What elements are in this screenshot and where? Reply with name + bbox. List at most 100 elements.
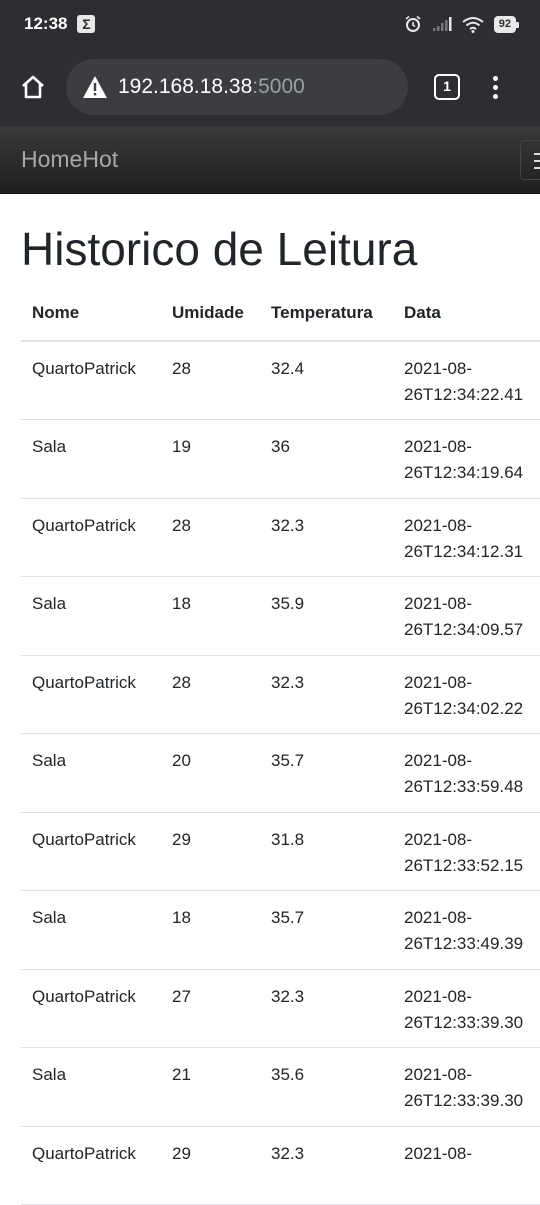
- page-title: Historico de Leitura: [21, 223, 418, 275]
- cell-umidade: 21: [161, 1047, 260, 1127]
- navbar-brand[interactable]: HomeHot: [21, 146, 119, 172]
- table-header-row: Nome Umidade Temperatura Data: [21, 286, 540, 342]
- cell-temperatura: 35.6: [260, 1047, 393, 1127]
- cell-temperatura: 36: [260, 419, 393, 499]
- cell-data-date: 2021-08-: [404, 437, 473, 456]
- cell-umidade: 29: [161, 1126, 260, 1205]
- cell-data: 2021-08- 26T12:34:09.57: [393, 576, 540, 656]
- cell-data: 2021-08- 26T12:34:02.22: [393, 655, 540, 734]
- cell-umidade: 18: [161, 576, 260, 656]
- url-port: :5000: [252, 75, 305, 98]
- header-nome: Nome: [21, 286, 161, 342]
- home-button[interactable]: [0, 48, 66, 126]
- readings-table: Nome Umidade Temperatura Data QuartoPatr…: [21, 286, 540, 1205]
- cell-data-date: 2021-08-: [404, 1143, 473, 1163]
- cell-data-time: 26T12:33:39.30: [404, 1012, 524, 1032]
- cell-temperatura: 32.3: [260, 655, 393, 734]
- table-row: Sala 18 35.9 2021-08- 26T12:34:09.57: [21, 576, 540, 656]
- cell-temperatura: 32.4: [260, 341, 393, 420]
- cell-temperatura: 35.7: [260, 890, 393, 970]
- cell-data: 2021-08- 26T12:33:49.39: [393, 890, 540, 970]
- cell-data: 2021-08- 26T12:33:59.48: [393, 733, 540, 813]
- warning-icon[interactable]: [82, 75, 108, 99]
- cell-temperatura: 35.9: [260, 576, 393, 656]
- cell-umidade: 28: [161, 498, 260, 577]
- table-row: QuartoPatrick 28 32.4 2021-08- 26T12:34:22.4…: [21, 341, 540, 420]
- header-umidade: Umidade: [161, 286, 260, 342]
- battery-icon: 92: [493, 15, 520, 33]
- cell-data-time: 26T12:34:09.57: [404, 620, 524, 639]
- table-row: Sala 18 35.7 2021-08- 26T12:33:49.39: [21, 890, 540, 970]
- cell-umidade: 27: [161, 969, 260, 1048]
- alarm-icon: [405, 15, 421, 32]
- cell-nome: Sala: [21, 576, 161, 656]
- table-row: QuartoPatrick 27 32.3 2021-08- 26T12:33:39.3…: [21, 969, 540, 1048]
- cell-umidade: 29: [161, 812, 260, 891]
- url-host: 192.168.18.38: [118, 75, 253, 98]
- table-row: Sala 20 35.7 2021-08- 26T12:33:59.48: [21, 733, 540, 813]
- cell-data-date: 2021-08-: [404, 672, 473, 692]
- app-navbar: HomeHot: [0, 126, 540, 194]
- cell-data: 2021-08-: [393, 1126, 540, 1205]
- cell-nome: QuartoPatrick: [21, 655, 161, 734]
- cell-nome: QuartoPatrick: [21, 341, 161, 420]
- cell-nome: QuartoPatrick: [21, 498, 161, 577]
- table-row: QuartoPatrick 29 31.8 2021-08- 26T12:33:52.1…: [21, 812, 540, 891]
- cell-data-time: 26T12:33:52.15: [404, 855, 524, 875]
- cell-data-time: 26T12:34:12.31: [404, 541, 524, 561]
- table-row: QuartoPatrick 29 32.3 2021-08-: [21, 1126, 540, 1205]
- cell-data: 2021-08- 26T12:33:39.30: [393, 969, 540, 1048]
- cell-nome: Sala: [21, 1047, 161, 1127]
- cell-nome: Sala: [21, 890, 161, 970]
- url-bar[interactable]: 192.168.18.38:5000: [66, 59, 408, 115]
- cell-temperatura: 32.3: [260, 498, 393, 577]
- cell-temperatura: 32.3: [260, 969, 393, 1048]
- cell-umidade: 18: [161, 890, 260, 970]
- cell-data-date: 2021-08-: [404, 986, 473, 1006]
- cell-data-time: 26T12:33:39.30: [404, 1091, 524, 1110]
- cell-temperatura: 32.3: [260, 1126, 393, 1205]
- signal-icon: [432, 17, 452, 31]
- cell-data: 2021-08- 26T12:33:39.30: [393, 1047, 540, 1127]
- cell-data: 2021-08- 26T12:33:52.15: [393, 812, 540, 891]
- cell-data-time: 26T12:33:49.39: [404, 934, 524, 953]
- cell-umidade: 20: [161, 733, 260, 813]
- cell-data-date: 2021-08-: [404, 515, 473, 535]
- status-icons: 92: [404, 15, 520, 33]
- home-icon: [22, 75, 44, 99]
- cell-data-date: 2021-08-: [404, 829, 473, 849]
- header-data: Data: [393, 286, 540, 342]
- cell-nome: QuartoPatrick: [21, 1126, 161, 1205]
- sigma-notification-icon: Σ: [77, 15, 96, 33]
- more-vert-icon[interactable]: [490, 75, 500, 99]
- header-temperatura: Temperatura: [260, 286, 393, 342]
- wifi-icon: [462, 16, 484, 33]
- cell-temperatura: 31.8: [260, 812, 393, 891]
- table-row: Sala 19 36 2021-08- 26T12:34:19.64: [21, 419, 540, 499]
- status-bar: 12:38 Σ 92: [0, 0, 540, 48]
- cell-data-date: 2021-08-: [404, 1065, 473, 1084]
- cell-nome: Sala: [21, 733, 161, 813]
- cell-umidade: 28: [161, 655, 260, 734]
- tabs-icon[interactable]: 1: [434, 74, 460, 100]
- cell-data-time: 26T12:34:19.64: [404, 463, 524, 482]
- cell-data-date: 2021-08-: [404, 908, 473, 927]
- url-text[interactable]: 192.168.18.38:5000: [118, 75, 305, 99]
- cell-data-date: 2021-08-: [404, 359, 473, 378]
- table-row: Sala 21 35.6 2021-08- 26T12:33:39.30: [21, 1047, 540, 1127]
- cell-data-time: 26T12:34:02.22: [404, 698, 524, 718]
- cell-data-date: 2021-08-: [404, 751, 473, 770]
- cell-data: 2021-08- 26T12:34:19.64: [393, 419, 540, 499]
- cell-data: 2021-08- 26T12:34:22.41: [393, 341, 540, 420]
- status-time: 12:38: [24, 14, 68, 33]
- cell-umidade: 28: [161, 341, 260, 420]
- table-row: QuartoPatrick 28 32.3 2021-08- 26T12:34:12.3…: [21, 498, 540, 577]
- cell-nome: QuartoPatrick: [21, 969, 161, 1048]
- cell-data-date: 2021-08-: [404, 594, 473, 613]
- cell-umidade: 19: [161, 419, 260, 499]
- cell-temperatura: 35.7: [260, 733, 393, 813]
- hamburger-icon[interactable]: [520, 140, 540, 180]
- browser-toolbar: 192.168.18.38:5000 1: [0, 48, 540, 126]
- cell-data-time: 26T12:34:22.41: [404, 385, 524, 404]
- cell-nome: Sala: [21, 419, 161, 499]
